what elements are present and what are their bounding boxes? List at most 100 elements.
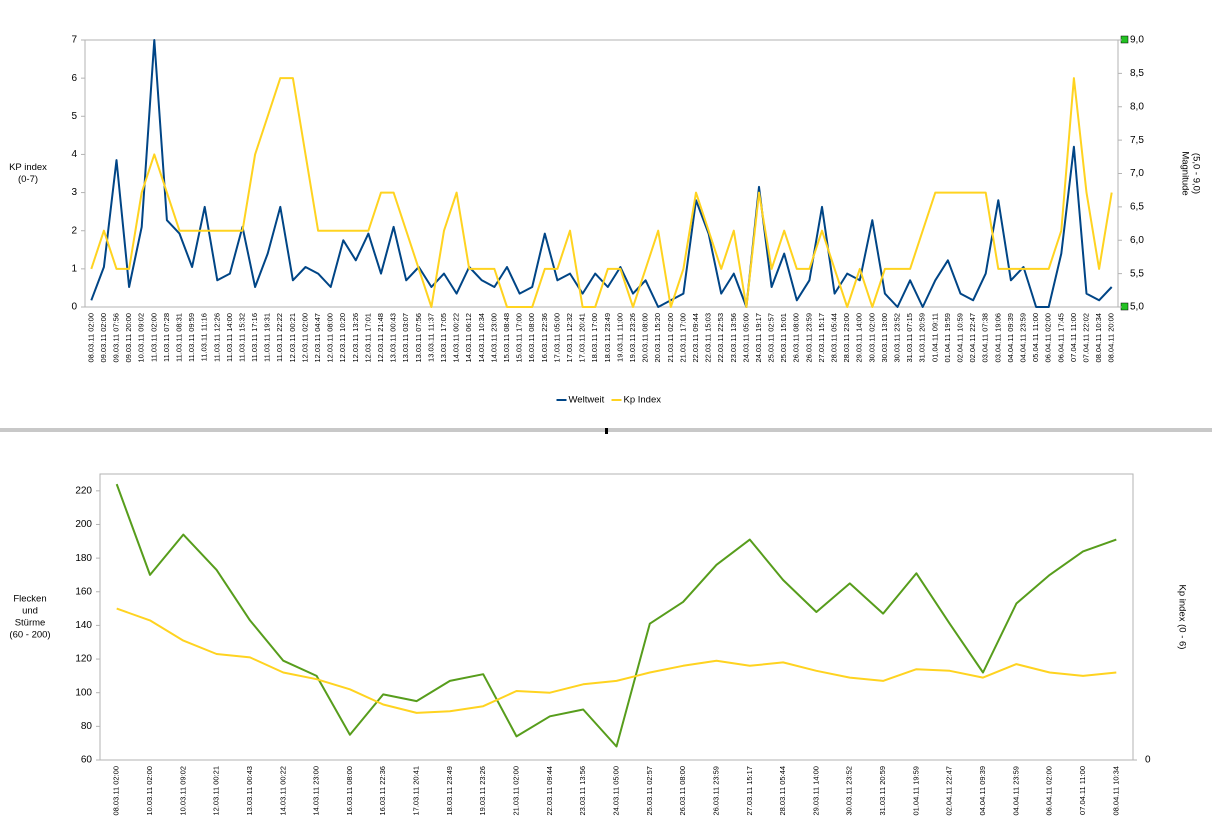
y-tick-label: 80 <box>81 721 93 732</box>
x-tick-label: 12.03.11 00:21 <box>288 313 297 363</box>
y-tick-label: 200 <box>75 519 92 530</box>
x-tick-label: 29.03.11 14:00 <box>811 766 820 816</box>
x-tick-label: 17.03.11 20:41 <box>412 766 421 816</box>
x-tick-label: 04.04.11 09:39 <box>1006 313 1015 363</box>
x-tick-label: 31.03.11 20:59 <box>918 313 927 363</box>
y-tick-label: 7 <box>71 35 77 46</box>
x-tick-label: 16.03.11 08:00 <box>345 766 354 816</box>
x-tick-label: 26.03.11 08:00 <box>792 313 801 363</box>
x-tick-label: 17.03.11 20:41 <box>578 313 587 363</box>
x-tick-label: 08.03.11 02:00 <box>86 313 95 363</box>
y2-tick-label: 8,0 <box>1130 101 1144 112</box>
y2-tick-label: 8,5 <box>1130 68 1144 79</box>
x-tick-label: 19.03.11 11:00 <box>615 313 624 362</box>
x-tick-label: 01.04.11 09:11 <box>930 313 939 362</box>
x-tick-label: 02.04.11 22:47 <box>945 766 954 816</box>
legend-label: Kp Index <box>624 395 662 406</box>
x-tick-label: 08.04.11 20:00 <box>1107 313 1116 363</box>
x-tick-label: 12.03.11 21:48 <box>376 313 385 363</box>
y-tick-label: 6 <box>71 73 77 84</box>
x-tick-label: 14.03.11 06:12 <box>464 313 473 363</box>
x-tick-label: 18.03.11 23:49 <box>603 313 612 363</box>
y-axis-label: KP index <box>9 162 47 173</box>
x-tick-label: 11.03.11 19:31 <box>263 313 272 362</box>
x-tick-label: 11.03.11 02:00 <box>149 313 158 362</box>
x-tick-label: 24.03.11 19:17 <box>754 313 763 363</box>
x-tick-label: 15.03.11 08:48 <box>502 313 511 363</box>
x-tick-label: 06.04.11 02:00 <box>1045 766 1054 816</box>
x-tick-label: 21.03.11 02:00 <box>666 313 675 363</box>
x-tick-label: 24.03.11 05:00 <box>741 313 750 363</box>
x-tick-label: 11.03.11 14:00 <box>225 313 234 362</box>
x-tick-label: 30.03.11 13:00 <box>880 313 889 363</box>
series-line <box>116 607 1117 714</box>
x-tick-label: 23.03.11 13:56 <box>729 313 738 363</box>
x-tick-label: 14.03.11 10:34 <box>477 313 486 363</box>
x-tick-label: 20.03.11 08:00 <box>641 313 650 363</box>
x-tick-label: 08.03.11 02:00 <box>112 766 121 816</box>
x-tick-label: 14.03.11 23:00 <box>489 313 498 363</box>
x-tick-label: 16.03.11 22:36 <box>378 766 387 816</box>
x-tick-label: 15.03.11 17:00 <box>515 313 524 363</box>
series-line <box>90 77 1113 308</box>
x-tick-label: 11.03.11 08:31 <box>174 313 183 362</box>
y2-axis-label: Kp index (0 - 6) <box>1176 585 1187 650</box>
x-tick-label: 12.03.11 13:26 <box>351 313 360 363</box>
y2-tick-label: 5,0 <box>1130 302 1144 313</box>
x-tick-label: 26.03.11 23:59 <box>804 313 813 363</box>
x-tick-label: 14.03.11 00:22 <box>452 313 461 363</box>
x-tick-label: 04.04.11 09:39 <box>978 766 987 816</box>
x-tick-label: 09.03.11 02:00 <box>99 313 108 363</box>
plot-frame <box>99 473 1134 761</box>
x-tick-label: 23.03.11 13:56 <box>578 766 587 816</box>
x-tick-label: 28.03.11 23:00 <box>842 313 851 363</box>
x-tick-label: 07.04.11 11:00 <box>1078 766 1087 815</box>
x-tick-label: 27.03.11 15:17 <box>745 766 754 816</box>
x-tick-label: 06.04.11 02:00 <box>1044 313 1053 363</box>
x-tick-label: 11.03.11 09:59 <box>187 313 196 362</box>
y-axis-label: Flecken <box>13 594 46 605</box>
x-tick-label: 13.03.11 00:43 <box>245 766 254 816</box>
y2-axis-label: (5,0 - 9,0) <box>1190 153 1201 194</box>
y-axis-label: Stürme <box>15 618 46 629</box>
x-tick-label: 16.03.11 08:00 <box>527 313 536 363</box>
x-tick-label: 02.04.11 22:47 <box>968 313 977 363</box>
x-tick-label: 05.04.11 11:00 <box>1031 313 1040 362</box>
x-tick-label: 01.04.11 19:59 <box>943 313 952 363</box>
x-tick-label: 13.03.11 11:37 <box>426 313 435 362</box>
x-tick-label: 10.03.11 09:02 <box>178 766 187 816</box>
y-tick-label: 4 <box>71 149 77 160</box>
x-tick-label: 27.03.11 15:17 <box>817 313 826 363</box>
x-tick-label: 08.04.11 10:34 <box>1094 313 1103 363</box>
x-tick-label: 31.03.11 20:59 <box>878 766 887 816</box>
selection-handle[interactable] <box>1120 302 1129 311</box>
x-tick-label: 26.03.11 08:00 <box>678 766 687 816</box>
y-tick-label: 0 <box>71 302 77 313</box>
x-tick-label: 09.03.11 20:00 <box>124 313 133 363</box>
x-tick-label: 21.03.11 02:00 <box>512 766 521 816</box>
x-tick-label: 30.03.11 23:52 <box>845 766 854 816</box>
x-tick-label: 22.03.11 09:44 <box>545 766 554 816</box>
y2-tick-label: 5,5 <box>1130 268 1144 279</box>
x-tick-label: 24.03.11 05:00 <box>611 766 620 816</box>
x-tick-label: 13.03.11 03:07 <box>401 313 410 363</box>
y2-tick-label: 7,5 <box>1130 135 1144 146</box>
x-tick-label: 28.03.11 05:44 <box>830 313 839 363</box>
x-tick-label: 10.03.11 02:00 <box>145 766 154 816</box>
x-tick-label: 12.03.11 08:00 <box>326 313 335 363</box>
x-tick-label: 13.03.11 17:05 <box>439 313 448 363</box>
x-tick-label: 25.03.11 02:57 <box>767 313 776 363</box>
y-tick-label: 220 <box>75 485 92 496</box>
x-tick-label: 11.03.11 22:22 <box>275 313 284 362</box>
y-tick-label: 120 <box>75 654 92 665</box>
x-tick-label: 17.03.11 05:00 <box>552 313 561 363</box>
x-tick-label: 14.03.11 23:00 <box>312 766 321 816</box>
x-tick-label: 06.04.11 17:45 <box>1056 313 1065 363</box>
series-line <box>90 39 1113 308</box>
y2-tick-label: 6,5 <box>1130 202 1144 213</box>
x-tick-label: 11.03.11 17:16 <box>250 313 259 362</box>
y-axis-label: (60 - 200) <box>9 630 50 641</box>
selection-handle[interactable] <box>1120 35 1129 44</box>
x-tick-label: 30.03.11 23:52 <box>893 313 902 363</box>
y-tick-label: 1 <box>71 263 77 274</box>
